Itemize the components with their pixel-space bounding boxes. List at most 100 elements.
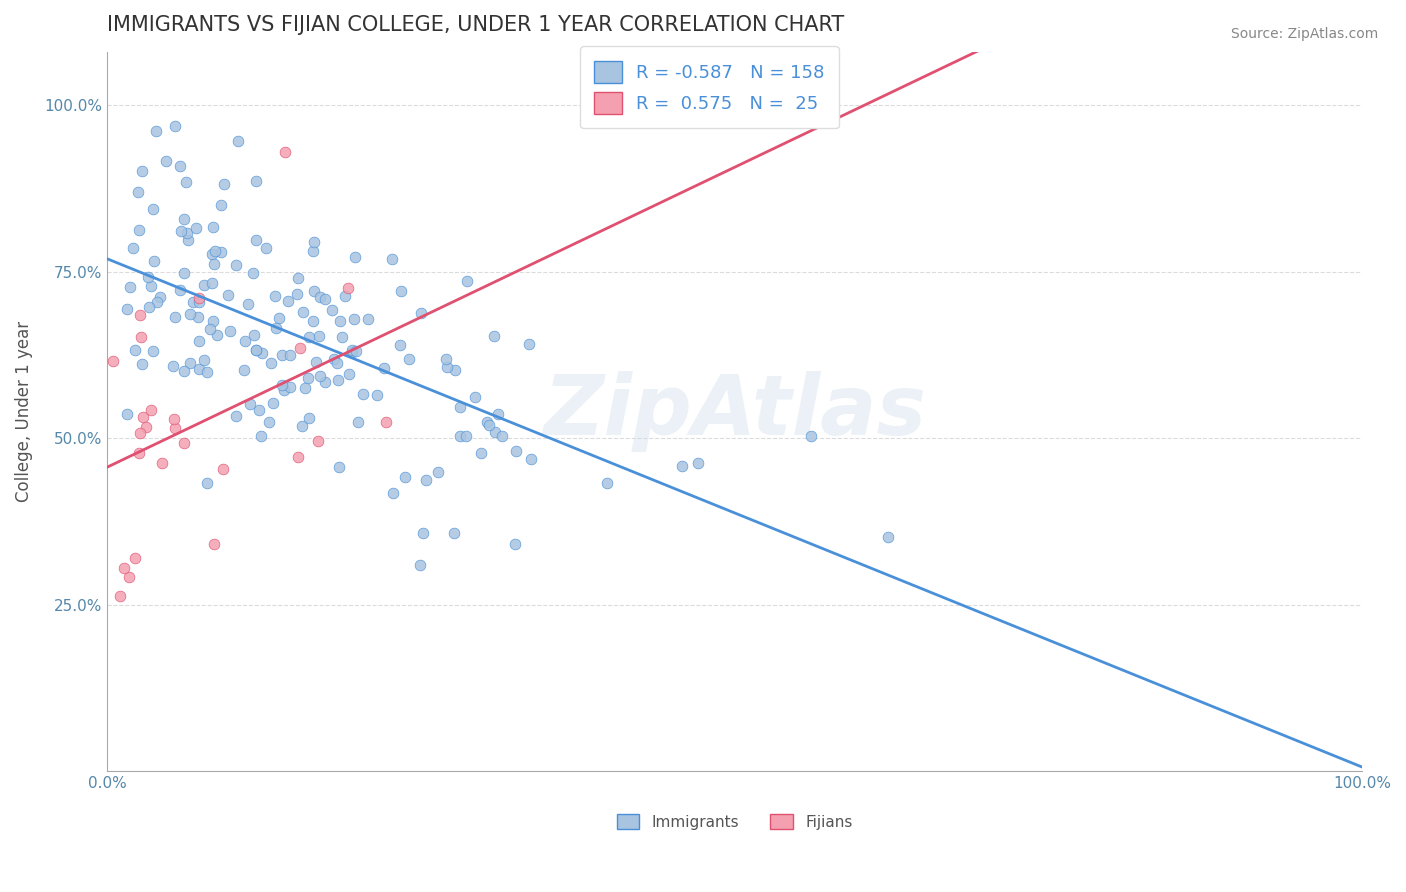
Immigrants	[343, 312, 366, 326]
Fijians	[173, 435, 195, 450]
Immigrants	[176, 226, 198, 240]
Immigrants	[142, 202, 165, 217]
Immigrants	[415, 473, 437, 487]
Fijians	[163, 411, 186, 425]
Immigrants	[117, 301, 139, 316]
Immigrants	[298, 411, 321, 425]
Fijians	[307, 434, 329, 449]
Immigrants	[233, 363, 256, 377]
Fijians	[128, 308, 150, 322]
Immigrants	[179, 307, 201, 321]
Immigrants	[308, 329, 330, 343]
Immigrants	[131, 164, 153, 178]
Immigrants	[136, 270, 159, 285]
Fijians	[336, 281, 359, 295]
Fijians	[204, 536, 226, 550]
Immigrants	[330, 330, 353, 344]
Immigrants	[245, 233, 267, 247]
Fijians	[375, 416, 398, 430]
Immigrants	[245, 174, 267, 188]
Immigrants	[131, 357, 153, 371]
Immigrants	[671, 459, 693, 474]
Immigrants	[170, 224, 193, 238]
Immigrants	[409, 305, 432, 319]
Immigrants	[217, 288, 239, 302]
Immigrants	[173, 211, 195, 226]
Y-axis label: College, Under 1 year: College, Under 1 year	[15, 321, 32, 502]
Immigrants	[302, 244, 325, 258]
Immigrants	[138, 300, 160, 314]
Immigrants	[520, 452, 543, 467]
Immigrants	[426, 465, 449, 479]
Fijians	[128, 446, 150, 460]
Immigrants	[292, 305, 315, 319]
Immigrants	[207, 328, 229, 343]
Immigrants	[876, 530, 898, 544]
Immigrants	[169, 283, 191, 297]
Immigrants	[209, 245, 232, 260]
Immigrants	[280, 380, 302, 394]
Fijians	[139, 403, 162, 417]
Immigrants	[245, 343, 267, 357]
Immigrants	[187, 334, 209, 349]
Immigrants	[200, 322, 222, 336]
Immigrants	[326, 355, 349, 369]
Immigrants	[389, 284, 412, 298]
Immigrants	[309, 368, 332, 383]
Immigrants	[389, 338, 412, 352]
Fijians	[103, 353, 125, 368]
Immigrants	[242, 266, 264, 280]
Immigrants	[464, 390, 486, 404]
Immigrants	[456, 429, 478, 443]
Immigrants	[333, 289, 356, 303]
Immigrants	[242, 327, 264, 342]
Immigrants	[187, 310, 209, 324]
Immigrants	[188, 295, 211, 310]
Immigrants	[174, 175, 197, 189]
Text: IMMIGRANTS VS FIJIAN COLLEGE, UNDER 1 YEAR CORRELATION CHART: IMMIGRANTS VS FIJIAN COLLEGE, UNDER 1 YE…	[107, 15, 844, 35]
Immigrants	[486, 407, 509, 421]
Immigrants	[477, 415, 499, 429]
Immigrants	[434, 352, 457, 367]
Immigrants	[169, 159, 191, 173]
Immigrants	[118, 280, 141, 294]
Immigrants	[291, 419, 314, 434]
Immigrants	[309, 290, 332, 304]
Immigrants	[127, 185, 149, 199]
Immigrants	[347, 415, 370, 429]
Immigrants	[162, 359, 184, 374]
Immigrants	[323, 352, 346, 367]
Immigrants	[245, 343, 267, 358]
Fijians	[287, 450, 309, 464]
Immigrants	[184, 221, 207, 235]
Immigrants	[262, 396, 284, 410]
Fijians	[132, 409, 155, 424]
Immigrants	[201, 276, 224, 290]
Immigrants	[145, 295, 167, 310]
Immigrants	[250, 428, 273, 442]
Immigrants	[273, 383, 295, 397]
Immigrants	[398, 351, 420, 366]
Fijians	[150, 457, 173, 471]
Immigrants	[124, 343, 146, 357]
Immigrants	[145, 124, 167, 138]
Immigrants	[264, 288, 287, 302]
Immigrants	[409, 558, 432, 573]
Immigrants	[344, 250, 367, 264]
Immigrants	[225, 258, 247, 272]
Immigrants	[294, 381, 316, 395]
Immigrants	[329, 314, 352, 328]
Immigrants	[285, 287, 308, 301]
Immigrants	[337, 368, 360, 382]
Fijians	[128, 426, 150, 441]
Immigrants	[302, 314, 325, 328]
Immigrants	[212, 178, 235, 192]
Legend: Immigrants, Fijians: Immigrants, Fijians	[610, 807, 859, 836]
Immigrants	[394, 470, 416, 484]
Immigrants	[287, 271, 309, 285]
Immigrants	[505, 444, 527, 458]
Immigrants	[321, 302, 343, 317]
Fijians	[188, 291, 211, 305]
Fijians	[274, 145, 297, 160]
Immigrants	[202, 314, 225, 328]
